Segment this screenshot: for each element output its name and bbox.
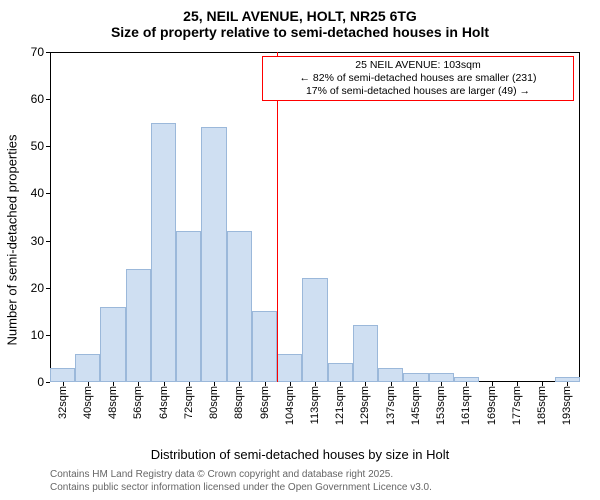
histogram-bar	[227, 231, 252, 382]
plot-area: 01020304050607032sqm40sqm48sqm56sqm64sqm…	[50, 52, 580, 382]
x-tick-label: 169sqm	[486, 386, 498, 425]
histogram-bar	[429, 373, 454, 382]
x-tick-mark	[567, 382, 568, 386]
callout-box: 25 NEIL AVENUE: 103sqm← 82% of semi-deta…	[262, 56, 574, 101]
x-tick-label: 129sqm	[359, 386, 371, 425]
x-tick-mark	[517, 382, 518, 386]
y-tick-label: 60	[31, 92, 44, 106]
histogram-bar	[328, 363, 353, 382]
footer-line: Contains public sector information licen…	[50, 482, 432, 495]
footer-line: Contains HM Land Registry data © Crown c…	[50, 469, 432, 482]
x-tick-label: 40sqm	[82, 386, 94, 419]
x-tick-mark	[164, 382, 165, 386]
x-tick-mark	[365, 382, 366, 386]
x-tick-mark	[315, 382, 316, 386]
y-tick-label: 30	[31, 234, 44, 248]
x-tick-label: 193sqm	[561, 386, 573, 425]
x-tick-mark	[113, 382, 114, 386]
x-tick-label: 153sqm	[435, 386, 447, 425]
chart-title-block: 25, NEIL AVENUE, HOLT, NR25 6TG Size of …	[0, 8, 600, 40]
x-tick-mark	[466, 382, 467, 386]
callout-line: 17% of semi-detached houses are larger (…	[267, 85, 569, 98]
x-tick-mark	[265, 382, 266, 386]
callout-line: 25 NEIL AVENUE: 103sqm	[267, 59, 569, 72]
histogram-bar	[75, 354, 100, 382]
y-tick-label: 40	[31, 186, 44, 200]
histogram-bar	[126, 269, 151, 382]
x-tick-label: 72sqm	[183, 386, 195, 419]
x-tick-label: 113sqm	[309, 386, 321, 424]
x-tick-mark	[189, 382, 190, 386]
y-tick-mark	[46, 382, 50, 383]
x-tick-mark	[441, 382, 442, 386]
x-tick-mark	[63, 382, 64, 386]
x-tick-label: 88sqm	[233, 386, 245, 419]
y-tick-mark	[46, 335, 50, 336]
histogram-bar	[50, 368, 75, 382]
x-tick-mark	[492, 382, 493, 386]
chart-title-line1: 25, NEIL AVENUE, HOLT, NR25 6TG	[0, 8, 600, 24]
marker-line	[277, 52, 278, 382]
x-tick-mark	[542, 382, 543, 386]
x-tick-label: 96sqm	[259, 386, 271, 419]
y-axis-label: Number of semi-detached properties	[5, 135, 20, 346]
x-tick-label: 185sqm	[536, 386, 548, 425]
y-tick-label: 10	[31, 328, 44, 342]
x-tick-mark	[290, 382, 291, 386]
histogram-bar	[151, 123, 176, 382]
x-tick-label: 137sqm	[385, 386, 397, 425]
histogram-bar	[176, 231, 201, 382]
y-tick-mark	[46, 146, 50, 147]
histogram-bar	[378, 368, 403, 382]
x-tick-label: 161sqm	[460, 386, 472, 425]
y-tick-label: 50	[31, 139, 44, 153]
chart-title-line2: Size of property relative to semi-detach…	[0, 24, 600, 40]
callout-line: ← 82% of semi-detached houses are smalle…	[267, 72, 569, 85]
x-tick-mark	[416, 382, 417, 386]
histogram-bar	[302, 278, 327, 382]
x-tick-mark	[214, 382, 215, 386]
x-tick-label: 32sqm	[57, 386, 69, 419]
x-tick-mark	[88, 382, 89, 386]
attribution-footer: Contains HM Land Registry data © Crown c…	[50, 469, 432, 494]
y-tick-mark	[46, 52, 50, 53]
y-tick-mark	[46, 241, 50, 242]
x-tick-mark	[340, 382, 341, 386]
histogram-bar	[403, 373, 428, 382]
x-tick-label: 145sqm	[410, 386, 422, 425]
x-tick-label: 177sqm	[511, 386, 523, 425]
y-tick-mark	[46, 288, 50, 289]
x-tick-label: 104sqm	[284, 386, 296, 425]
histogram-bar	[353, 325, 378, 382]
x-tick-label: 64sqm	[158, 386, 170, 419]
y-tick-label: 70	[31, 45, 44, 59]
x-tick-mark	[239, 382, 240, 386]
histogram-bar	[277, 354, 302, 382]
histogram-bar	[201, 127, 226, 382]
x-tick-label: 56sqm	[132, 386, 144, 419]
y-tick-label: 20	[31, 281, 44, 295]
x-tick-mark	[391, 382, 392, 386]
y-tick-label: 0	[37, 375, 44, 389]
x-axis-label: Distribution of semi-detached houses by …	[0, 447, 600, 462]
x-tick-label: 48sqm	[107, 386, 119, 419]
histogram-bar	[252, 311, 277, 382]
histogram-bar	[100, 307, 125, 382]
x-tick-label: 80sqm	[208, 386, 220, 419]
y-tick-mark	[46, 193, 50, 194]
x-tick-mark	[138, 382, 139, 386]
y-tick-mark	[46, 99, 50, 100]
x-tick-label: 121sqm	[334, 386, 346, 425]
